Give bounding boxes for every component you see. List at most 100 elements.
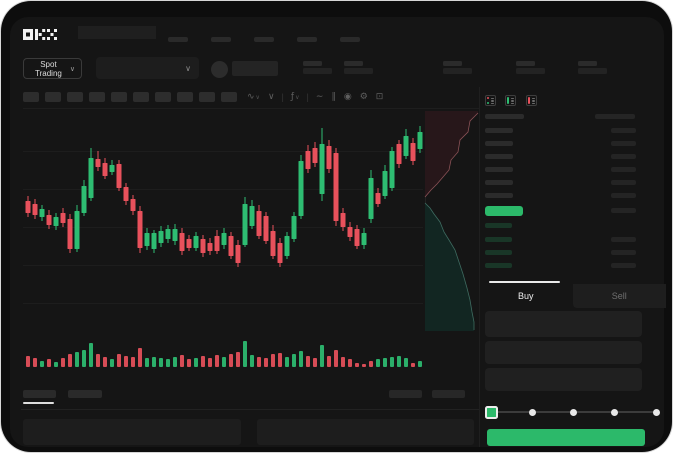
panel-divider (479, 87, 480, 447)
volume-bar (383, 358, 387, 367)
stat-value-placeholder (344, 68, 373, 74)
orderbook-ask-row[interactable] (479, 125, 666, 137)
ask-price-placeholder (485, 180, 513, 185)
order-input-field[interactable] (485, 311, 642, 337)
order-input-field[interactable] (485, 368, 642, 391)
ask-price-placeholder (485, 128, 513, 133)
timeframe-placeholder[interactable] (23, 92, 39, 102)
candle (312, 142, 318, 167)
volume-bar (166, 359, 170, 367)
candle (410, 138, 416, 165)
orderbook-bid-row[interactable] (479, 220, 666, 232)
order-input-field[interactable] (485, 341, 642, 364)
ask-amount-placeholder (611, 154, 636, 159)
orderbook-ask-row[interactable] (479, 164, 666, 176)
snapshot-icon[interactable]: ◉ (343, 92, 352, 102)
slider-stop[interactable] (652, 408, 660, 416)
nav-item-placeholder[interactable] (168, 37, 188, 42)
okx-logo (23, 27, 57, 40)
ask-price-placeholder (485, 167, 513, 172)
bottom-tab-placeholder[interactable] (23, 390, 56, 398)
nav-item-placeholder[interactable] (340, 37, 360, 42)
compare-icon[interactable]: ∥ (331, 92, 336, 102)
slider-stop[interactable] (570, 408, 577, 416)
slider-handle[interactable] (484, 405, 498, 419)
orderbook-bid-row[interactable] (479, 247, 666, 259)
candle (235, 240, 241, 267)
candle (53, 213, 59, 230)
bid-price-placeholder (485, 250, 512, 255)
ask-price-placeholder (485, 141, 513, 146)
slider-stop[interactable] (528, 408, 536, 416)
timeframe-placeholder[interactable] (221, 92, 237, 102)
candle (109, 160, 115, 175)
volume-bar (201, 356, 205, 367)
timeframe-placeholder[interactable] (177, 92, 193, 102)
indicators-icon[interactable]: ƒ∨ (290, 91, 300, 102)
orderbook-bid-row[interactable] (479, 234, 666, 246)
tab-sell[interactable]: Sell (572, 284, 666, 308)
volume-bar (103, 357, 107, 367)
orderbook-bid-row[interactable] (479, 260, 666, 272)
volume-bar (411, 363, 415, 367)
timeframe-placeholder[interactable] (199, 92, 215, 102)
timeframe-placeholder[interactable] (89, 92, 105, 102)
fullscreen-icon[interactable]: ⊡ (375, 92, 384, 102)
market-type-selector[interactable]: Spot Trading ∨ (23, 58, 82, 79)
candle (88, 148, 94, 201)
bottom-content-panel (23, 419, 241, 445)
submit-order-button[interactable] (487, 429, 645, 446)
book-buy-side-icon[interactable] (505, 95, 517, 106)
candle (116, 160, 122, 191)
bottom-tab-placeholder[interactable] (68, 390, 102, 398)
settings-icon[interactable]: ⚙ (359, 92, 368, 102)
volume-bar (306, 356, 310, 367)
orderbook-ask-row[interactable] (479, 177, 666, 189)
timeframe-placeholder[interactable] (67, 92, 83, 102)
candle (144, 228, 150, 250)
candle (417, 126, 423, 153)
ask-amount-placeholder (611, 128, 636, 133)
timeframe-placeholder[interactable] (111, 92, 127, 102)
timeframe-placeholder[interactable] (45, 92, 61, 102)
stat-pair (443, 61, 472, 74)
candle (389, 147, 395, 191)
volume-bar (278, 353, 282, 367)
book-sell-side-icon[interactable] (525, 95, 537, 106)
volume-bar (397, 356, 401, 367)
candle (340, 208, 346, 231)
volume-bar (124, 356, 128, 367)
volume-bar (257, 357, 261, 367)
candle-type-icon[interactable]: ∿∨ (247, 91, 260, 102)
candlestick-chart[interactable] (23, 109, 479, 373)
volume-bar (40, 361, 44, 367)
candle (291, 212, 297, 242)
chart-toolbar: ∿∨ ∨ | ƒ∨ | ∼ ∥ ◉ ⚙ ⊡ (23, 90, 387, 104)
timeframe-placeholder[interactable] (155, 92, 171, 102)
last-price-bar[interactable] (485, 206, 523, 216)
ask-price-placeholder (485, 154, 513, 159)
timeframe-placeholder[interactable] (133, 92, 149, 102)
volume-bar (89, 343, 93, 367)
slider-stop[interactable] (611, 408, 619, 416)
nav-item-placeholder[interactable] (297, 37, 317, 42)
line-style-icon[interactable]: ∼ (315, 92, 324, 102)
orderbook-ask-row[interactable] (479, 151, 666, 163)
volume-bar (47, 359, 51, 367)
pair-selector[interactable]: ∨ (96, 57, 199, 79)
stat-label-placeholder (578, 61, 597, 66)
top-nav (168, 29, 383, 42)
ask-amount-placeholder (611, 167, 636, 172)
tab-buy[interactable]: Buy (479, 284, 573, 308)
orderbook-ask-row[interactable] (479, 190, 666, 202)
bottom-action-placeholder[interactable] (389, 390, 422, 398)
book-both-sides-icon[interactable] (485, 95, 496, 106)
collapse-chevron-icon[interactable]: ∨ (267, 92, 275, 102)
orderbook-ask-row[interactable] (479, 138, 666, 150)
nav-item-placeholder[interactable] (254, 37, 274, 42)
candle (200, 235, 206, 257)
bottom-action-placeholder[interactable] (432, 390, 465, 398)
nav-item-placeholder[interactable] (211, 37, 231, 42)
candle (368, 170, 374, 223)
ask-amount-placeholder (611, 193, 636, 198)
